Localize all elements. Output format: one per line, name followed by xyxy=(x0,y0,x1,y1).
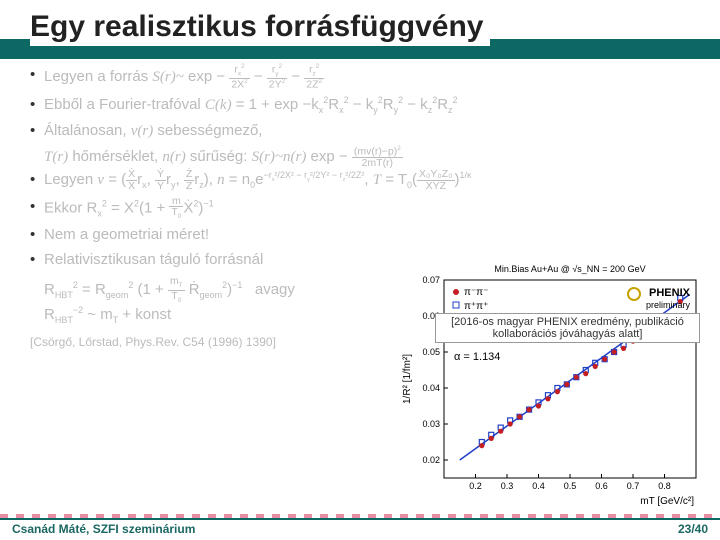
svg-text:0.07: 0.07 xyxy=(422,275,440,285)
svg-text:0.02: 0.02 xyxy=(422,455,440,465)
footer-line xyxy=(0,518,720,520)
phenix-chart: 0.2 0.3 0.4 0.5 0.6 0.7 0.8 0.02 0.03 0.04 0.05 0.0… xyxy=(396,258,706,508)
svg-text:π⁻π⁻: π⁻π⁻ xyxy=(464,287,488,298)
footer-left: Csanád Máté, SZFI szeminárium xyxy=(12,522,195,536)
footer-right: 23/40 xyxy=(678,522,708,536)
svg-text:π⁺π⁺: π⁺π⁺ xyxy=(464,301,488,312)
svg-text:0.8: 0.8 xyxy=(658,481,671,491)
svg-text:0.03: 0.03 xyxy=(422,419,440,429)
svg-text:0.5: 0.5 xyxy=(564,481,577,491)
footer: Csanád Máté, SZFI szeminárium 23/40 xyxy=(0,518,720,540)
svg-text:preliminary: preliminary xyxy=(646,300,691,310)
svg-text:0.04: 0.04 xyxy=(422,383,440,393)
svg-text:0.05: 0.05 xyxy=(422,347,440,357)
svg-text:0.3: 0.3 xyxy=(501,481,514,491)
slide-title: Egy realisztikus forrásfüggvény xyxy=(30,10,490,46)
note-box: [2016-os magyar PHENIX eredmény, publiká… xyxy=(435,313,700,343)
svg-text:α = 1.134: α = 1.134 xyxy=(454,351,500,363)
svg-text:0.4: 0.4 xyxy=(532,481,545,491)
svg-text:0.6: 0.6 xyxy=(595,481,608,491)
svg-text:mT [GeV/c²]: mT [GeV/c²] xyxy=(640,496,694,507)
svg-text:1/R² [1/fm²]: 1/R² [1/fm²] xyxy=(402,354,413,404)
svg-text:0.7: 0.7 xyxy=(627,481,640,491)
svg-text:Min.Bias Au+Au @ √s_NN = 200 G: Min.Bias Au+Au @ √s_NN = 200 GeV xyxy=(494,264,645,274)
svg-text:PHENIX: PHENIX xyxy=(649,287,691,299)
svg-text:0.2: 0.2 xyxy=(469,481,482,491)
